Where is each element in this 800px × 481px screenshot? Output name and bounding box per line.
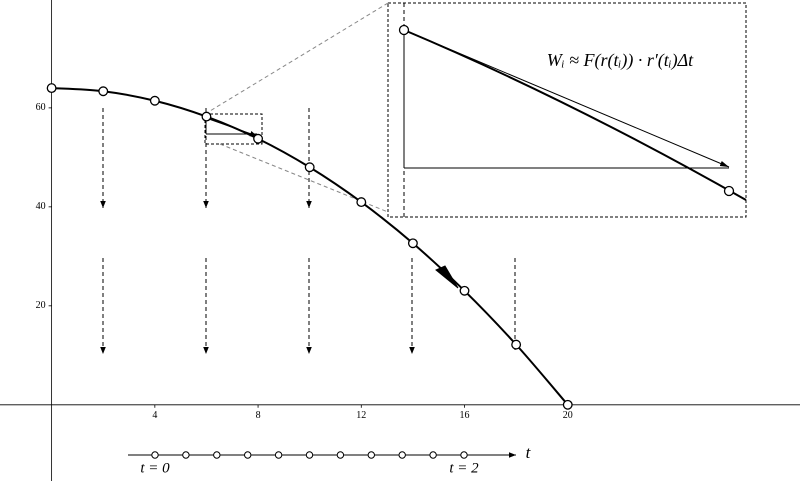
x-tick-label: 8 xyxy=(256,410,261,421)
param-point xyxy=(367,451,375,459)
x-tick-label: 16 xyxy=(460,410,470,421)
param-point xyxy=(244,451,252,459)
x-tick-label: 20 xyxy=(563,410,573,421)
x-tick-label: 12 xyxy=(356,410,366,421)
point xyxy=(149,95,160,106)
zoom-link xyxy=(204,2,389,115)
param-point xyxy=(213,451,221,459)
layout xyxy=(100,2,747,459)
inset-box xyxy=(387,2,747,218)
t-end-label: t = 2 xyxy=(449,460,479,476)
y-tick-label: 60 xyxy=(36,102,46,113)
zoom-box xyxy=(204,113,263,145)
point xyxy=(201,111,212,122)
point xyxy=(356,197,367,208)
param-point xyxy=(429,451,437,459)
point xyxy=(304,162,315,173)
inset-point xyxy=(398,24,410,36)
param-point xyxy=(151,451,159,459)
inset-tangent xyxy=(403,29,730,168)
formula: Wᵢ ≈ F(r(tᵢ)) · r′(tᵢ)Δt xyxy=(547,50,694,71)
point xyxy=(46,83,57,94)
param-point xyxy=(274,451,283,459)
param-point xyxy=(460,451,468,459)
y-tick-label: 40 xyxy=(36,201,46,212)
point xyxy=(98,86,109,97)
param-point xyxy=(398,451,406,459)
point xyxy=(562,399,573,410)
param-point xyxy=(305,451,314,459)
point xyxy=(459,285,470,296)
point xyxy=(511,339,522,350)
t-start-label: t = 0 xyxy=(140,460,170,476)
x-tick-label: 4 xyxy=(152,410,157,421)
param-point xyxy=(336,451,345,459)
param-point xyxy=(182,451,190,459)
point xyxy=(407,238,418,249)
direction-arrow xyxy=(435,265,459,289)
inset-point xyxy=(723,185,735,197)
point xyxy=(253,133,264,144)
y-tick-label: 20 xyxy=(36,300,46,311)
zoom-link xyxy=(219,143,389,213)
curve xyxy=(51,87,569,406)
t-axis-label: t xyxy=(526,443,532,462)
